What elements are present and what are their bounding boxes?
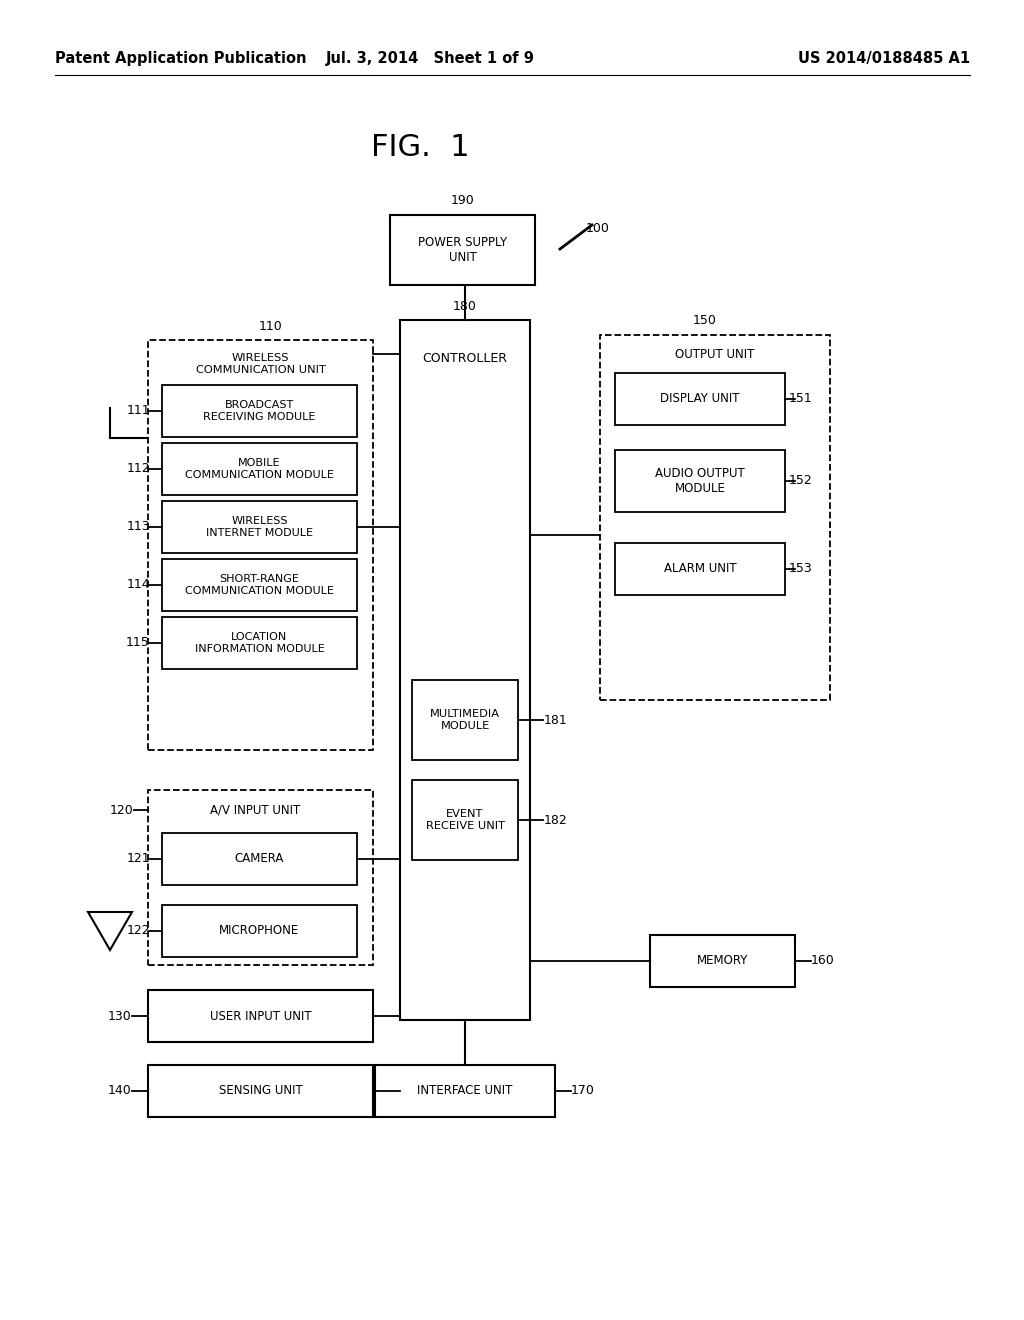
Text: 151: 151 <box>790 392 813 405</box>
Text: 122: 122 <box>126 924 150 937</box>
Bar <box>615 543 785 595</box>
Text: 160: 160 <box>811 954 835 968</box>
Bar <box>162 502 357 553</box>
Text: MOBILE
COMMUNICATION MODULE: MOBILE COMMUNICATION MODULE <box>185 458 334 479</box>
Text: MEMORY: MEMORY <box>696 954 749 968</box>
Text: 113: 113 <box>126 520 150 533</box>
Text: MICROPHONE: MICROPHONE <box>219 924 300 937</box>
Text: AUDIO OUTPUT
MODULE: AUDIO OUTPUT MODULE <box>655 467 744 495</box>
Bar <box>375 1065 555 1117</box>
Text: EVENT
RECEIVE UNIT: EVENT RECEIVE UNIT <box>426 809 505 830</box>
Bar <box>600 335 830 700</box>
Text: INTERFACE UNIT: INTERFACE UNIT <box>418 1085 513 1097</box>
Text: 121: 121 <box>126 853 150 866</box>
Bar <box>162 616 357 669</box>
Text: MULTIMEDIA
MODULE: MULTIMEDIA MODULE <box>430 709 500 731</box>
Bar <box>412 780 518 861</box>
Text: SHORT-RANGE
COMMUNICATION MODULE: SHORT-RANGE COMMUNICATION MODULE <box>185 574 334 595</box>
Bar <box>162 906 357 957</box>
Text: Patent Application Publication: Patent Application Publication <box>55 50 306 66</box>
Text: LOCATION
INFORMATION MODULE: LOCATION INFORMATION MODULE <box>195 632 325 653</box>
Bar <box>412 680 518 760</box>
Text: DISPLAY UNIT: DISPLAY UNIT <box>660 392 739 405</box>
Text: OUTPUT UNIT: OUTPUT UNIT <box>675 348 755 362</box>
Bar <box>615 374 785 425</box>
Bar <box>650 935 795 987</box>
Text: 110: 110 <box>259 319 283 333</box>
Text: WIRELESS
COMMUNICATION UNIT: WIRELESS COMMUNICATION UNIT <box>196 354 326 375</box>
Text: 170: 170 <box>571 1085 595 1097</box>
Text: 130: 130 <box>109 1010 132 1023</box>
Text: WIRELESS
INTERNET MODULE: WIRELESS INTERNET MODULE <box>206 516 313 537</box>
Text: CONTROLLER: CONTROLLER <box>423 351 508 364</box>
Text: 190: 190 <box>451 194 474 207</box>
Text: POWER SUPPLY
UNIT: POWER SUPPLY UNIT <box>418 236 507 264</box>
Bar <box>615 450 785 512</box>
Text: 153: 153 <box>790 562 813 576</box>
Text: 152: 152 <box>790 474 813 487</box>
Text: 182: 182 <box>544 813 568 826</box>
Bar <box>162 385 357 437</box>
Text: 115: 115 <box>126 636 150 649</box>
Bar <box>162 558 357 611</box>
Bar <box>148 341 373 750</box>
Bar <box>148 1065 373 1117</box>
Text: 140: 140 <box>109 1085 132 1097</box>
Bar <box>148 789 373 965</box>
Bar <box>400 319 530 1020</box>
Text: 180: 180 <box>453 301 477 314</box>
Bar <box>148 990 373 1041</box>
Text: 112: 112 <box>126 462 150 475</box>
Text: USER INPUT UNIT: USER INPUT UNIT <box>210 1010 311 1023</box>
Text: 114: 114 <box>126 578 150 591</box>
Text: 111: 111 <box>126 404 150 417</box>
Text: BROADCAST
RECEIVING MODULE: BROADCAST RECEIVING MODULE <box>204 400 315 422</box>
Text: US 2014/0188485 A1: US 2014/0188485 A1 <box>798 50 970 66</box>
Bar <box>162 444 357 495</box>
Text: 120: 120 <box>111 804 134 817</box>
Text: ALARM UNIT: ALARM UNIT <box>664 562 736 576</box>
Text: A/V INPUT UNIT: A/V INPUT UNIT <box>210 804 301 817</box>
Text: SENSING UNIT: SENSING UNIT <box>219 1085 302 1097</box>
Text: FIG.  1: FIG. 1 <box>371 133 469 162</box>
Text: 100: 100 <box>586 223 610 235</box>
Bar <box>162 833 357 884</box>
Text: 150: 150 <box>693 314 717 327</box>
Bar <box>390 215 535 285</box>
Text: CAMERA: CAMERA <box>234 853 285 866</box>
Text: 181: 181 <box>544 714 568 726</box>
Text: Jul. 3, 2014   Sheet 1 of 9: Jul. 3, 2014 Sheet 1 of 9 <box>326 50 535 66</box>
